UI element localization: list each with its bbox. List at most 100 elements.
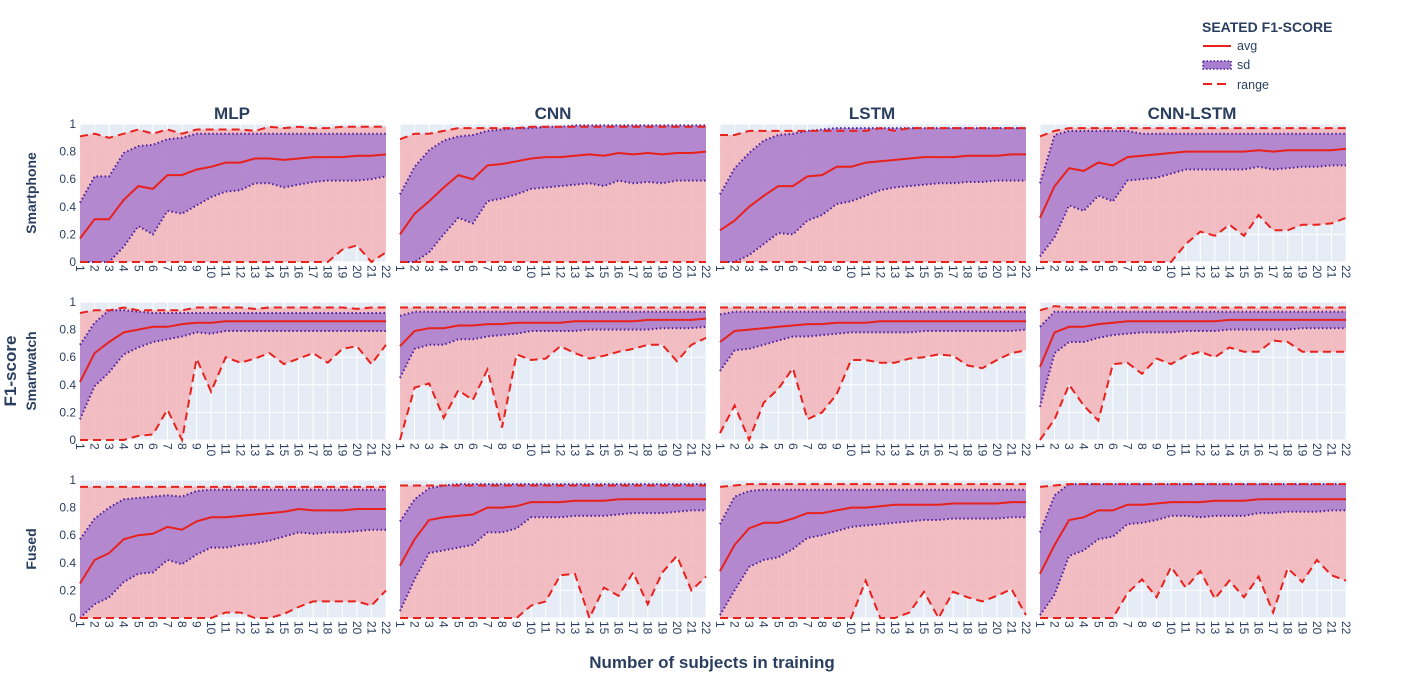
panel-smartphone-mlp-x-tick-13: 13 <box>248 265 262 279</box>
panel-fused-cnn-lstm-x-tick-21: 21 <box>1324 621 1338 635</box>
panel-smartphone-lstm-x-tick-9: 9 <box>830 265 844 272</box>
panel-fused-mlp-sd-band <box>80 489 386 618</box>
panel-smartwatch-mlp-sd-lower-line <box>79 330 386 420</box>
panel-smartphone-mlp-y-tick-1: 1 <box>69 117 76 131</box>
panel-smartwatch-cnn-x-tick-6: 6 <box>466 443 480 450</box>
panel-smartphone-mlp-x-tick-8: 8 <box>175 265 189 272</box>
panel-smartwatch-cnn-x-tick-21: 21 <box>684 443 698 457</box>
panel-smartwatch-cnn-lstm-x-tick-2: 2 <box>1048 443 1062 450</box>
panel-fused-cnn-x-tick-10: 10 <box>524 621 538 635</box>
panel-smartwatch-mlp-x-tick-3: 3 <box>102 443 116 450</box>
panel-smartphone-mlp-x-tick-17: 17 <box>306 265 320 279</box>
panel-smartwatch-mlp-x-tick-14: 14 <box>262 443 276 457</box>
panel-smartphone-cnn-lstm-x-tick-16: 16 <box>1252 265 1266 279</box>
panel-smartwatch-cnn-lstm-x-tick-1: 1 <box>1033 443 1047 450</box>
panel-smartphone-cnn-x-tick-7: 7 <box>480 265 494 272</box>
panel-fused-mlp-x-tick-7: 7 <box>160 621 174 628</box>
panel-smartphone-mlp-x-tick-21: 21 <box>364 265 378 279</box>
panel-smartphone-cnn-x-tick-16: 16 <box>612 265 626 279</box>
panel-smartphone-cnn-x-tick-17: 17 <box>626 265 640 279</box>
panel-smartphone-cnn-x-tick-4: 4 <box>437 265 451 272</box>
panel-smartphone-cnn-x-tick-14: 14 <box>582 265 596 279</box>
panel-smartwatch-lstm-sd-band <box>720 311 1026 371</box>
panel-smartphone-mlp-x-tick-22: 22 <box>379 265 393 279</box>
panel-smartwatch-mlp-y-tick-0.6: 0.6 <box>59 350 76 364</box>
column-title-cnn-lstm: CNN-LSTM <box>1148 104 1237 123</box>
panel-smartphone-mlp-y-tick-0.2: 0.2 <box>59 227 76 241</box>
panel-fused-lstm-x-tick-20: 20 <box>990 621 1004 635</box>
legend[interactable]: SEATED F1-SCORE avg sd range <box>1202 19 1332 92</box>
panel-smartwatch-mlp-avg-line <box>79 320 386 383</box>
panel-smartphone-lstm-x-tick-18: 18 <box>961 265 975 279</box>
panel-fused-cnn-lstm-x-tick-10: 10 <box>1164 621 1178 635</box>
panel-fused-lstm-x-tick-12: 12 <box>873 621 887 635</box>
panel-smartphone-cnn-lstm-x-tick-6: 6 <box>1106 265 1120 272</box>
panel-fused-cnn-lstm-range-min-line <box>1040 558 1347 619</box>
panel-fused-lstm-x-tick-13: 13 <box>888 621 902 635</box>
panel-smartwatch-cnn-lstm-x-tick-4: 4 <box>1077 443 1091 450</box>
panel-smartphone-cnn-x-tick-20: 20 <box>670 265 684 279</box>
panel-smartwatch-cnn-x-tick-20: 20 <box>670 443 684 457</box>
panel-fused-mlp-x-tick-19: 19 <box>335 621 349 635</box>
panel-smartphone-mlp-x-tick-5: 5 <box>131 265 145 272</box>
panel-fused-mlp-avg-line <box>79 507 386 585</box>
panel-smartwatch-cnn-x-tick-7: 7 <box>480 443 494 450</box>
panel-fused-mlp-x-tick-4: 4 <box>117 621 131 628</box>
panel-smartwatch-mlp-x-tick-5: 5 <box>131 443 145 450</box>
panel-smartwatch-lstm-x-tick-14: 14 <box>902 443 916 457</box>
panel-fused-mlp-x-tick-3: 3 <box>102 621 116 628</box>
panel-fused-lstm-x-tick-10: 10 <box>844 621 858 635</box>
panel-fused-mlp-x-tick-5: 5 <box>131 621 145 628</box>
panel-fused-lstm-x-tick-6: 6 <box>786 621 800 628</box>
panel-smartwatch-mlp-x-tick-13: 13 <box>248 443 262 457</box>
panel-smartwatch-cnn-lstm-x-tick-17: 17 <box>1266 443 1280 457</box>
panel-fused-lstm-x-tick-7: 7 <box>800 621 814 628</box>
panel-smartwatch-mlp-x-tick-2: 2 <box>88 443 102 450</box>
panel-smartphone-cnn-lstm-x-tick-19: 19 <box>1295 265 1309 279</box>
panel-fused-mlp-x-tick-8: 8 <box>175 621 189 628</box>
panel-fused-mlp-y-tick-0.4: 0.4 <box>59 556 76 570</box>
panel-smartwatch-mlp-x-tick-18: 18 <box>321 443 335 457</box>
panel-smartwatch-lstm-x-tick-5: 5 <box>771 443 785 450</box>
panel-smartphone-lstm-x-tick-4: 4 <box>757 265 771 272</box>
panel-smartwatch-cnn-x-tick-13: 13 <box>568 443 582 457</box>
panel-fused-cnn-x-tick-16: 16 <box>612 621 626 635</box>
panel-fused-mlp-x-tick-1: 1 <box>73 621 87 628</box>
panel-smartphone-cnn-lstm-x-tick-3: 3 <box>1062 265 1076 272</box>
panel-fused-cnn-lstm-x-tick-18: 18 <box>1281 621 1295 635</box>
panel-fused-mlp-y-tick-0.8: 0.8 <box>59 501 76 515</box>
panel-smartwatch-lstm-x-tick-11: 11 <box>859 443 873 456</box>
panel-fused-cnn-lstm-x-tick-4: 4 <box>1077 621 1091 628</box>
panel-fused-mlp-x-tick-20: 20 <box>350 621 364 635</box>
panel-smartphone-cnn-lstm-x-tick-21: 21 <box>1324 265 1338 279</box>
panel-smartwatch-mlp-x-tick-4: 4 <box>117 443 131 450</box>
panel-smartwatch-cnn: 1 2 3 4 5 6 7 8 9 10 11 12 13 14 15 16 17 18 19 20 21 22 <box>393 301 713 457</box>
panel-smartphone-cnn-lstm-sd-lower-line <box>1039 164 1346 258</box>
panel-smartphone-cnn-x-tick-9: 9 <box>510 265 524 272</box>
panel-smartphone-cnn-x-tick-21: 21 <box>684 265 698 279</box>
panel-fused-lstm-x-tick-2: 2 <box>728 621 742 628</box>
panel-smartphone-cnn-x-tick-12: 12 <box>553 265 567 279</box>
panel-smartwatch-lstm-x-tick-9: 9 <box>830 443 844 450</box>
panel-smartphone-lstm-sd-lower-line <box>720 179 1026 263</box>
panel-smartwatch-cnn-x-tick-12: 12 <box>553 443 567 457</box>
panel-smartphone-lstm-x-tick-19: 19 <box>975 265 989 279</box>
panel-smartwatch-cnn-sd-band <box>400 311 706 378</box>
panel-smartwatch-mlp-x-tick-1: 1 <box>73 443 87 450</box>
panel-fused-mlp-x-tick-17: 17 <box>306 621 320 635</box>
panel-smartphone-mlp-x-tick-3: 3 <box>102 265 116 272</box>
panel-smartphone-mlp-x-tick-14: 14 <box>262 265 276 279</box>
panel-smartphone-lstm-x-tick-8: 8 <box>815 265 829 272</box>
panel-fused-mlp-x-tick-13: 13 <box>248 621 262 635</box>
panel-smartphone-mlp-avg-line <box>79 153 387 240</box>
panel-smartwatch-cnn-lstm-range-band <box>1040 306 1346 440</box>
panel-fused-lstm-x-tick-4: 4 <box>757 621 771 628</box>
panel-smartphone-mlp-x-tick-15: 15 <box>277 265 291 279</box>
panel-smartphone-lstm-x-tick-20: 20 <box>990 265 1004 279</box>
panel-smartphone-lstm-x-tick-13: 13 <box>888 265 902 279</box>
panel-fused-cnn-x-tick-1: 1 <box>393 621 407 628</box>
panel-smartwatch-mlp-x-tick-21: 21 <box>364 443 378 457</box>
panel-fused-cnn-lstm-x-tick-17: 17 <box>1266 621 1280 635</box>
panel-smartwatch-cnn-x-tick-18: 18 <box>641 443 655 457</box>
panel-smartwatch-cnn-lstm-x-tick-22: 22 <box>1339 443 1353 457</box>
